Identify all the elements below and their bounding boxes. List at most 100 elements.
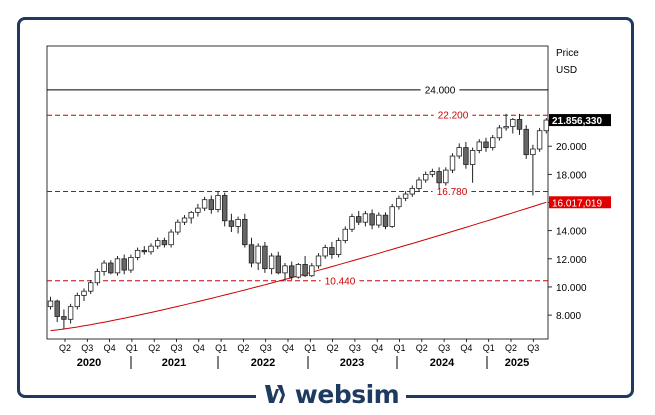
candle-body (376, 214, 382, 226)
candle-body (543, 119, 549, 132)
candle-body (141, 249, 147, 253)
candle-body (47, 300, 54, 308)
candle-body (108, 262, 114, 274)
x-tick-label: Q2 (416, 343, 428, 353)
x-year-label: 2024 (430, 357, 455, 369)
candle (335, 237, 342, 258)
candle (409, 185, 415, 197)
x-tick-label: Q1 (126, 343, 138, 353)
candle-body (114, 258, 121, 274)
candle-body (309, 265, 315, 277)
candle (148, 243, 154, 255)
candle (503, 113, 509, 131)
ma-value-tag: 16.017,019 (552, 198, 602, 209)
candle (436, 167, 442, 189)
candle-body (268, 255, 275, 270)
candle-body (443, 169, 449, 184)
candle (483, 137, 489, 152)
candle-body (262, 245, 268, 270)
candle (456, 143, 462, 159)
brand-name: websim (294, 379, 400, 409)
x-tick-label: Q1 (483, 343, 495, 353)
candle-body (456, 147, 462, 157)
candle (54, 299, 60, 323)
candle-body (67, 306, 74, 320)
candle (369, 209, 375, 230)
candles (47, 113, 549, 330)
currency-unit: USD (556, 65, 577, 76)
candle-body (416, 179, 422, 189)
candle-body (221, 195, 228, 222)
candle-body (402, 193, 409, 199)
candle (376, 212, 382, 228)
y-axis: 8.00010.00012.00014.00016.00018.00020.00… (548, 142, 587, 322)
candle (268, 253, 275, 275)
candle-body (483, 141, 489, 149)
x-axis: Q2 Q3 Q4 Q1 Q2 Q3 Q4 Q1 Q2 Q3 Q4 Q1 Q2 Q3 Q4 Q1 Q2 Q3 Q4 Q1… (59, 339, 539, 369)
level-label-2: 16.780 (437, 187, 468, 198)
candle-body (463, 147, 469, 165)
x-tick-label: Q1 (215, 343, 227, 353)
x-tick-label: Q4 (104, 343, 116, 353)
candle-body (208, 199, 214, 210)
candle (295, 263, 302, 279)
candle (422, 171, 429, 183)
candle-body (101, 262, 107, 272)
y-tick-label: 20.000 (556, 142, 587, 153)
candle (88, 279, 94, 294)
candle (302, 255, 308, 278)
candle-body (148, 245, 154, 253)
candle (215, 191, 221, 213)
candle-body (302, 264, 308, 277)
candle-body (161, 240, 168, 246)
x-tick-label: Q2 (505, 343, 517, 353)
candle-body (215, 195, 221, 210)
candle-body (335, 240, 342, 255)
level-label-bg-1 (433, 109, 473, 122)
x-year-label: 2021 (162, 357, 186, 369)
x-tick-label: Q2 (59, 343, 71, 353)
candle-body (181, 217, 188, 223)
candle-body (81, 290, 87, 296)
y-tick-label: 14.000 (556, 227, 587, 238)
candle-body (154, 240, 161, 247)
candle (443, 167, 449, 186)
candle (362, 210, 369, 227)
candle-body (396, 197, 402, 208)
websim-logo-icon (264, 385, 285, 403)
candle-body (228, 220, 235, 227)
candle (476, 139, 482, 154)
candle (309, 263, 315, 278)
candle (108, 260, 114, 275)
level-label-bg-3 (320, 274, 360, 287)
candle (429, 168, 436, 178)
candle (282, 263, 288, 282)
candle-body (201, 199, 208, 209)
candle-body (476, 141, 482, 151)
candle-body (382, 214, 389, 227)
candle-body (295, 264, 302, 278)
candle (402, 191, 409, 202)
candle (208, 195, 214, 214)
currency-label: Price (556, 48, 579, 59)
x-tick-label: Q3 (170, 343, 182, 353)
candle (114, 255, 121, 276)
candle-body (121, 258, 127, 271)
candle-body (516, 119, 523, 130)
candle (516, 113, 523, 135)
candle (382, 212, 389, 230)
candle (61, 309, 67, 330)
candle-body (536, 130, 543, 150)
candle-body (369, 213, 375, 226)
candle (121, 254, 127, 275)
candle (262, 241, 268, 273)
candle (175, 219, 181, 235)
candle (101, 260, 107, 276)
candle (195, 203, 201, 217)
candle (181, 215, 188, 226)
candle-body (248, 244, 255, 264)
level-label-bg-0 (420, 83, 460, 96)
candle-body (315, 255, 322, 267)
candle (141, 246, 147, 255)
candle-body (88, 282, 94, 292)
